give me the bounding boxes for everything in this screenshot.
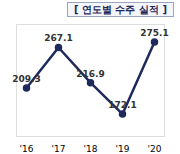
html-text:[ 연도별 수주 실적 ]: [ 연도별 수주 실적 ] <box>73 4 167 15</box>
svg-text:'17: '17 <box>52 144 66 154</box>
svg-text:275.1: 275.1 <box>140 28 168 38</box>
svg-text:267.1: 267.1 <box>44 33 72 43</box>
svg-text:216.9: 216.9 <box>76 69 104 79</box>
svg-text:'18: '18 <box>84 144 98 154</box>
svg-text:'19: '19 <box>116 144 130 154</box>
svg-text:'20: '20 <box>148 144 162 154</box>
svg-text:'16: '16 <box>20 144 34 154</box>
svg-text:209.3: 209.3 <box>12 74 40 84</box>
svg-text:172.1: 172.1 <box>108 100 136 110</box>
